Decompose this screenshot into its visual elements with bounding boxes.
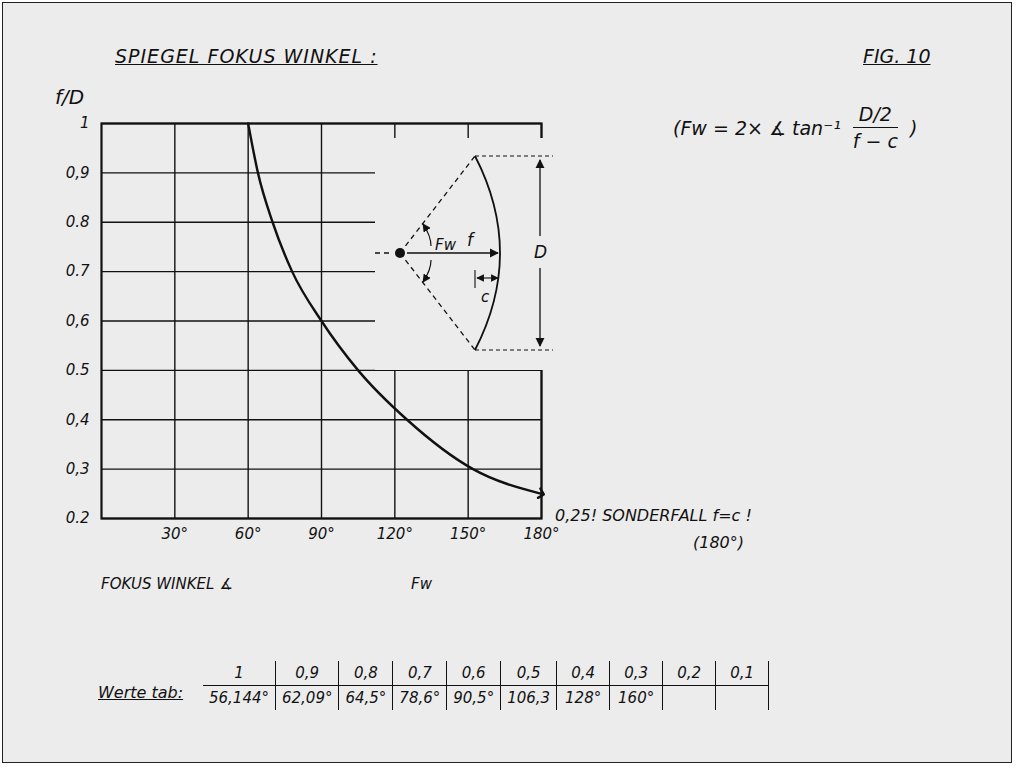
html-text:56,144°: 56,144° bbox=[209, 689, 269, 707]
html-text:f/D: f/D bbox=[55, 85, 85, 109]
html-text:Fw: Fw bbox=[411, 575, 432, 593]
svg-text:Fw: Fw bbox=[435, 236, 457, 254]
svg-text:1: 1 bbox=[80, 114, 90, 132]
html-text:78,6°: 78,6° bbox=[399, 689, 441, 707]
svg-text:180°: 180° bbox=[523, 525, 559, 543]
html-text:FIG. 10: FIG. 10 bbox=[863, 45, 931, 67]
svg-text:f: f bbox=[467, 230, 476, 250]
svg-text:0.2: 0.2 bbox=[66, 509, 90, 527]
html-text:0,3: 0,3 bbox=[624, 664, 648, 682]
svg-text:0,4: 0,4 bbox=[66, 411, 90, 429]
html-text:160°: 160° bbox=[618, 689, 655, 707]
svg-text:c: c bbox=[481, 288, 490, 306]
html-text:0,9: 0,9 bbox=[295, 664, 320, 682]
html-text:64,5°: 64,5° bbox=[345, 689, 387, 707]
svg-text:0,3: 0,3 bbox=[66, 460, 90, 478]
svg-text:30°: 30° bbox=[162, 525, 189, 543]
html-text:0,2: 0,2 bbox=[677, 664, 701, 682]
svg-text:120°: 120° bbox=[377, 525, 413, 543]
html-text:106,3: 106,3 bbox=[507, 689, 551, 707]
html-text:62,09°: 62,09° bbox=[282, 689, 333, 707]
svg-text:90°: 90° bbox=[308, 525, 335, 543]
svg-text:0.8: 0.8 bbox=[66, 213, 90, 231]
html-text:90,5°: 90,5° bbox=[453, 689, 495, 707]
svg-text:0.5: 0.5 bbox=[66, 361, 90, 379]
html-text:f − c: f − c bbox=[852, 130, 898, 152]
html-text:FOKUS WINKEL ∡: FOKUS WINKEL ∡ bbox=[101, 575, 233, 593]
html-text:0,1: 0,1 bbox=[730, 664, 754, 682]
svg-text:0,9: 0,9 bbox=[66, 164, 90, 182]
html-text:D/2: D/2 bbox=[858, 103, 892, 125]
html-text:(180°): (180°) bbox=[693, 533, 744, 552]
html-text:128°: 128° bbox=[565, 689, 602, 707]
html-text:0,7: 0,7 bbox=[407, 664, 432, 682]
svg-text:0.7: 0.7 bbox=[66, 262, 90, 280]
html-text:0,8: 0,8 bbox=[354, 664, 378, 682]
html-text:(Fw = 2× ∡ tan⁻¹: (Fw = 2× ∡ tan⁻¹ bbox=[673, 116, 841, 139]
html-text:0,25! SONDERFALL f=c !: 0,25! SONDERFALL f=c ! bbox=[555, 506, 752, 525]
html-text:0,4: 0,4 bbox=[571, 664, 595, 682]
html-text:SPIEGEL FOKUS WINKEL :: SPIEGEL FOKUS WINKEL : bbox=[115, 45, 378, 67]
html-text:1: 1 bbox=[234, 664, 244, 682]
svg-text:150°: 150° bbox=[450, 525, 486, 543]
html-text:0,5: 0,5 bbox=[516, 664, 541, 682]
svg-text:60°: 60° bbox=[235, 525, 262, 543]
svg-text:D: D bbox=[534, 242, 547, 262]
html-text:Werte tab:: Werte tab: bbox=[98, 683, 184, 702]
svg-text:0,6: 0,6 bbox=[66, 312, 90, 330]
html-text:0,6: 0,6 bbox=[461, 664, 486, 682]
